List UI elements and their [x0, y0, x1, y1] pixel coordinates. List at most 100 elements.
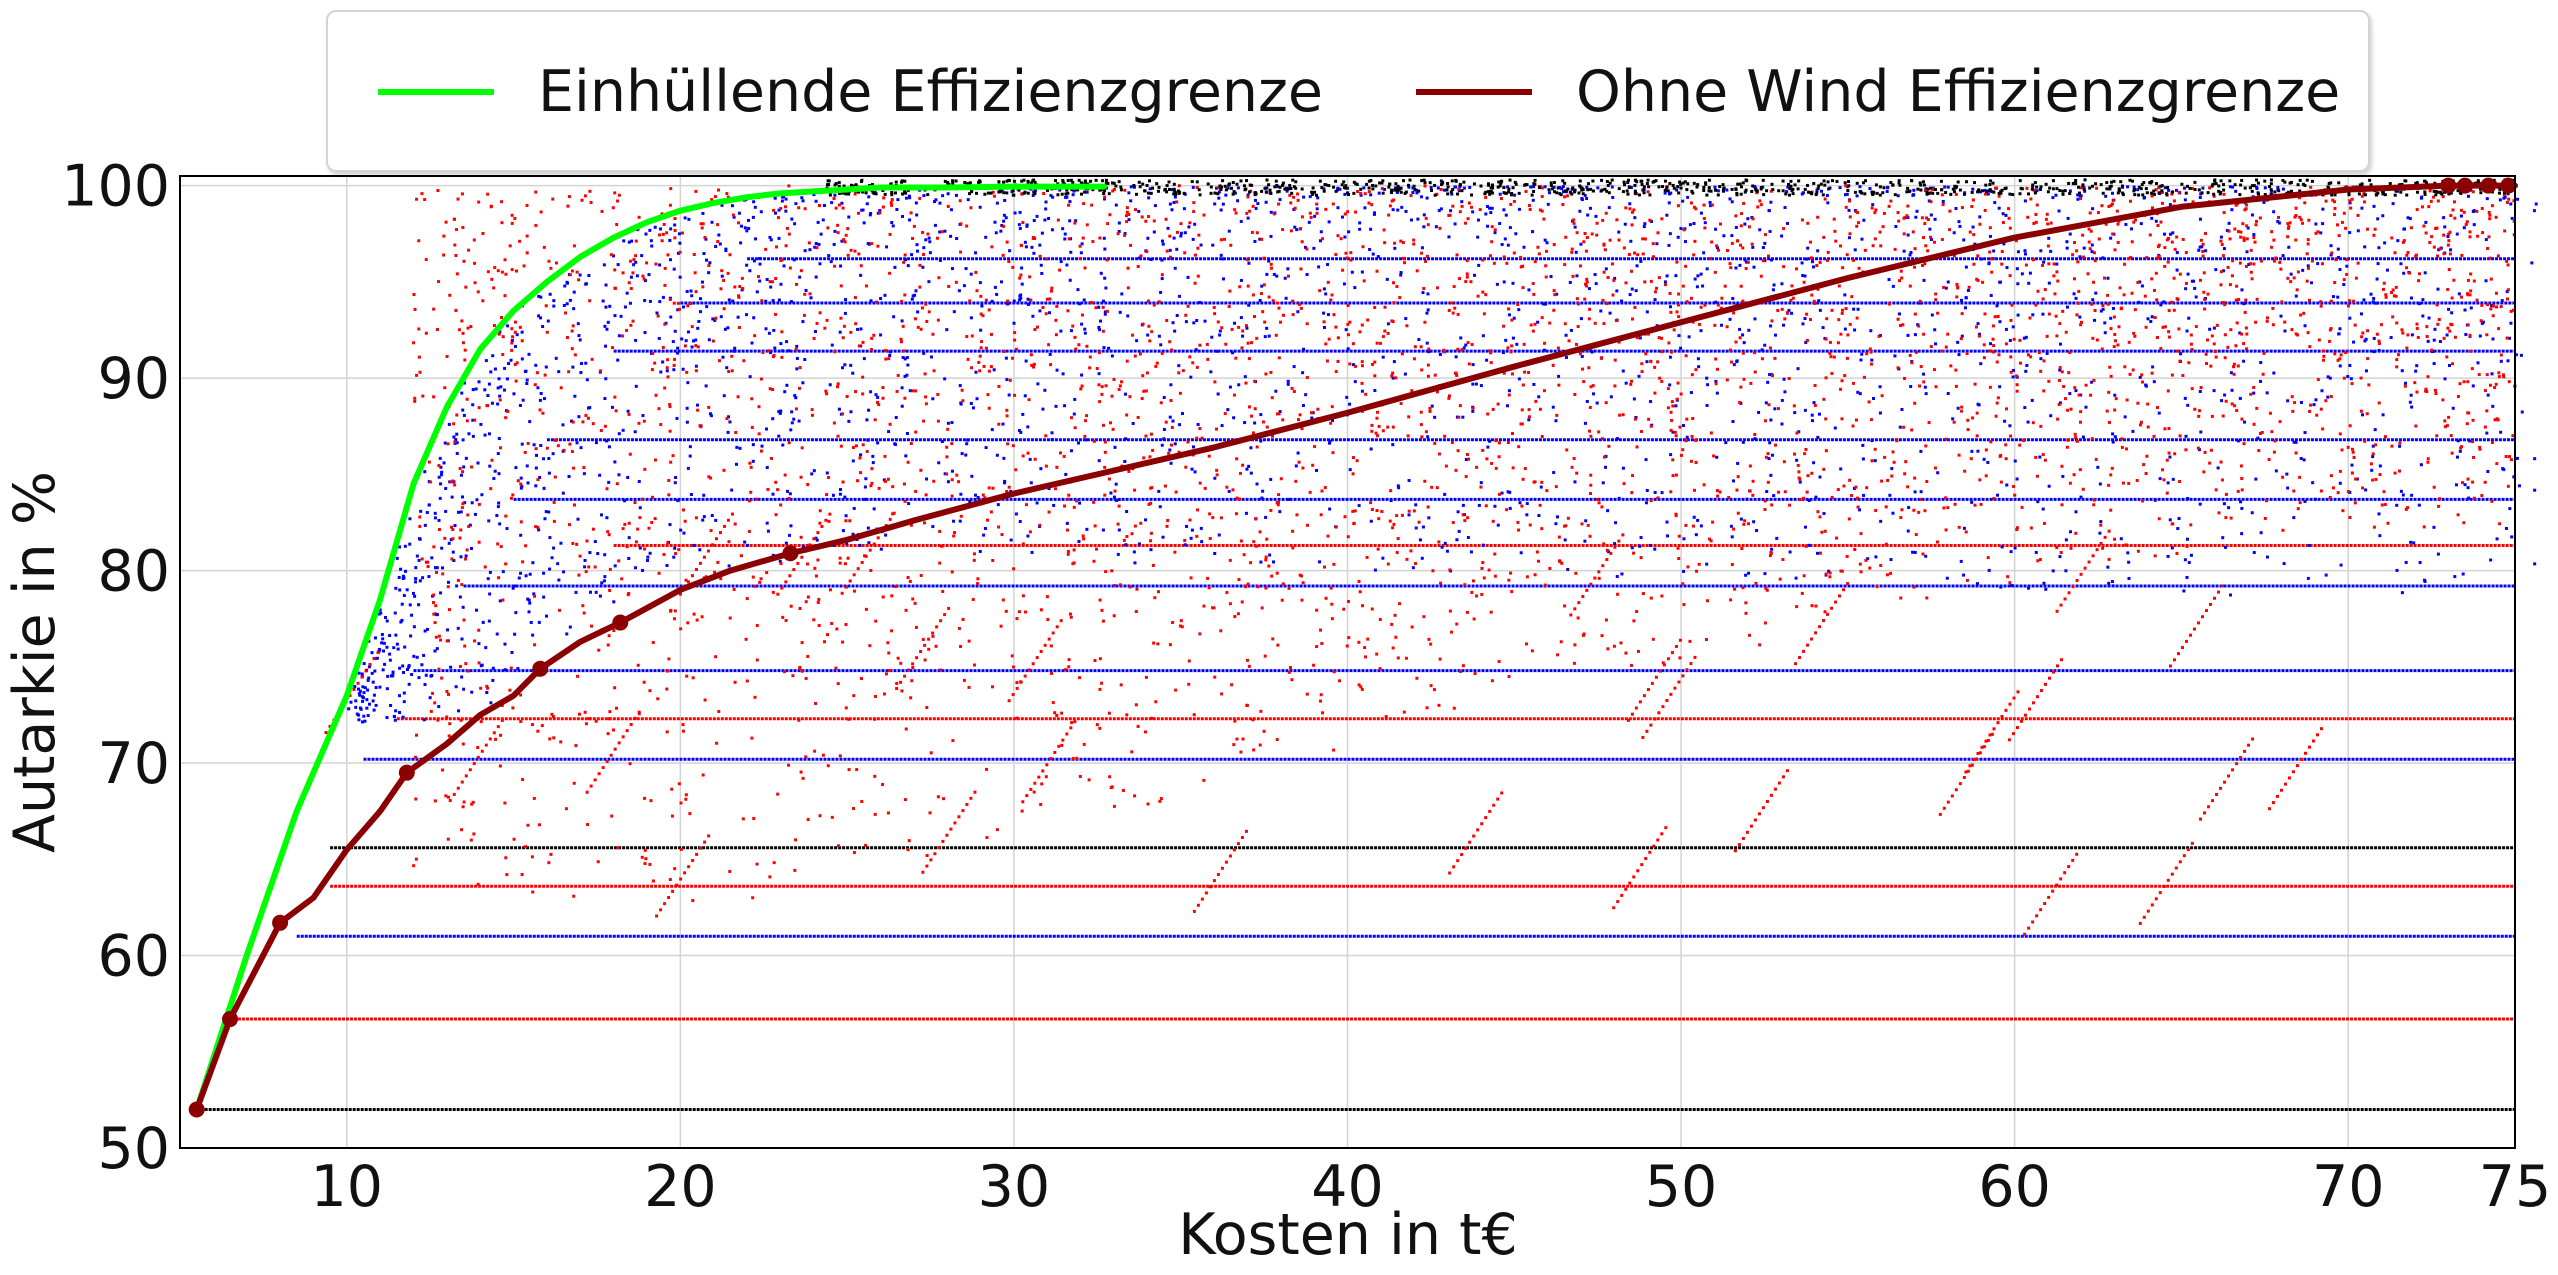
data-point: [2064, 330, 2068, 334]
data-point: [1845, 554, 1849, 558]
data-point: [2354, 477, 2358, 481]
data-point: [1245, 658, 1249, 662]
data-point: [2172, 276, 2176, 280]
data-point: [1054, 404, 1058, 408]
data-point: [839, 444, 843, 448]
data-point: [615, 223, 619, 227]
data-point: [1773, 333, 1777, 337]
data-point: [2250, 511, 2254, 515]
data-point: [2350, 463, 2354, 467]
data-point: [1336, 234, 1340, 238]
data-point: [410, 673, 414, 677]
data-point: [627, 240, 631, 244]
data-point: [2240, 288, 2244, 292]
data-point: [2110, 191, 2114, 195]
data-point: [1407, 415, 1411, 419]
data-point: [1063, 237, 1067, 241]
data-point: [1873, 237, 1877, 241]
data-point: [443, 441, 447, 445]
data-point: [374, 686, 378, 690]
data-point: [726, 430, 730, 434]
data-point: [1388, 519, 1392, 523]
data-point: [1889, 558, 1893, 562]
data-point: [771, 417, 775, 421]
data-point: [1971, 187, 1975, 191]
data-point: [2510, 216, 2514, 220]
data-point: [2493, 418, 2497, 422]
data-point: [1198, 481, 1202, 485]
data-point: [1391, 376, 1395, 380]
data-point: [1666, 534, 1670, 538]
data-point: [1471, 382, 1475, 386]
data-point: [1739, 517, 1743, 521]
data-point: [1073, 221, 1077, 225]
data-point: [1345, 256, 1349, 260]
data-point: [1039, 263, 1043, 267]
data-point: [503, 642, 507, 646]
data-point: [1107, 711, 1111, 715]
data-point: [914, 289, 918, 293]
data-point: [2365, 412, 2369, 416]
data-point: [919, 327, 923, 331]
data-point: [454, 438, 458, 442]
data-point: [2029, 526, 2033, 530]
data-point: [1751, 479, 1755, 483]
data-point: [496, 505, 500, 509]
data-point: [1291, 546, 1295, 550]
data-point: [1137, 209, 1141, 213]
data-point: [443, 536, 447, 540]
data-point: [2402, 271, 2406, 275]
data-point: [2290, 328, 2294, 332]
data-point: [1702, 483, 1706, 487]
data-point: [1986, 556, 1990, 560]
data-point: [633, 500, 637, 504]
data-point: [2445, 355, 2449, 359]
data-point: [2348, 424, 2352, 428]
data-point: [1372, 212, 1376, 216]
data-point: [552, 299, 556, 303]
data-point: [999, 229, 1003, 233]
data-point: [1100, 681, 1104, 685]
data-point: [2201, 249, 2205, 253]
data-point: [1275, 738, 1279, 742]
data-point: [353, 684, 357, 688]
data-point: [961, 399, 965, 403]
data-point: [2306, 331, 2310, 335]
data-point: [1921, 263, 1925, 267]
data-point: [1639, 536, 1643, 540]
data-point: [1133, 524, 1137, 528]
data-point: [863, 554, 867, 558]
data-point: [1563, 263, 1567, 267]
data-point: [2073, 432, 2077, 436]
data-point: [1324, 292, 1328, 296]
data-point: [2240, 506, 2244, 510]
data-point: [2342, 283, 2346, 287]
data-point: [2051, 569, 2055, 573]
data-point: [1327, 220, 1331, 224]
data-point: [1798, 480, 1802, 484]
data-point: [784, 205, 788, 209]
data-point: [1542, 217, 1546, 221]
data-point: [1728, 317, 1732, 321]
data-point: [1970, 205, 1974, 209]
data-point: [1692, 253, 1696, 257]
data-point: [1322, 187, 1326, 191]
data-point: [911, 294, 915, 298]
data-point: [1410, 625, 1414, 629]
data-point: [810, 472, 814, 476]
data-point: [469, 546, 473, 550]
data-point: [1360, 687, 1364, 691]
data-point: [2472, 496, 2476, 500]
data-point: [1112, 187, 1116, 191]
data-point: [1491, 519, 1495, 523]
data-point: [2512, 475, 2516, 479]
data-point: [959, 514, 963, 518]
data-point: [622, 239, 626, 243]
data-point: [1158, 799, 1162, 803]
data-point: [1551, 363, 1555, 367]
data-point: [1912, 193, 1916, 197]
data-point: [1490, 206, 1494, 210]
data-point: [936, 419, 940, 423]
data-point: [1715, 391, 1719, 395]
data-point: [446, 442, 450, 446]
